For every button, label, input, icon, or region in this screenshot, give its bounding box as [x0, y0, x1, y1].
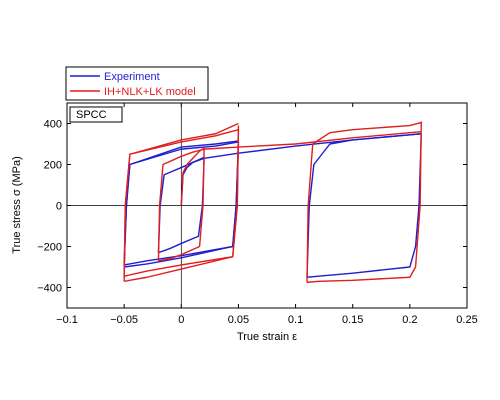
y-tick-label: 400: [44, 119, 62, 131]
material-label: SPCC: [76, 109, 107, 121]
series-curve: [306, 121, 422, 284]
x-tick-label: 0.2: [402, 314, 417, 326]
series-curve: [306, 133, 422, 278]
y-tick-label: −400: [37, 283, 62, 295]
series-curve: [204, 131, 422, 150]
x-axis-label: True strain ε: [237, 331, 297, 343]
y-axis-ticks: −400 −200 0 200 400: [37, 119, 467, 295]
y-tick-label: −200: [37, 242, 62, 254]
x-tick-label: 0: [178, 314, 184, 326]
series-curve: [306, 133, 422, 278]
series-curve: [157, 148, 205, 261]
legend: Experiment IH+NLK+LK model: [65, 66, 209, 101]
legend-label-experiment: Experiment: [104, 71, 160, 83]
zero-lines: [67, 103, 467, 308]
series-curve: [180, 147, 205, 206]
series-model: [123, 121, 422, 284]
x-axis-ticks: −0.1 −0.05 0 0.05 0.1 0.15 0.2 0.25: [56, 103, 478, 326]
legend-label-model: IH+NLK+LK model: [104, 86, 196, 98]
series-curve: [124, 141, 240, 266]
material-annotation: SPCC: [69, 106, 123, 123]
y-tick-label: 0: [56, 201, 62, 213]
series-curve: [123, 129, 240, 277]
x-tick-label: 0.25: [456, 314, 477, 326]
series-curve: [158, 148, 205, 262]
x-tick-label: 0.05: [228, 314, 249, 326]
series-curve: [123, 122, 239, 277]
series-layer: [123, 121, 422, 284]
x-tick-label: 0.1: [288, 314, 303, 326]
legend-box: [65, 66, 209, 101]
y-tick-label: 200: [44, 160, 62, 172]
y-axis-label: True stress σ (MPa): [11, 156, 23, 253]
x-tick-label: −0.1: [56, 314, 78, 326]
series-curve: [180, 156, 205, 206]
series-curve: [123, 140, 239, 265]
x-tick-label: 0.15: [342, 314, 363, 326]
x-tick-label: −0.05: [110, 314, 138, 326]
series-curve: [306, 121, 422, 283]
material-box: [69, 106, 123, 123]
